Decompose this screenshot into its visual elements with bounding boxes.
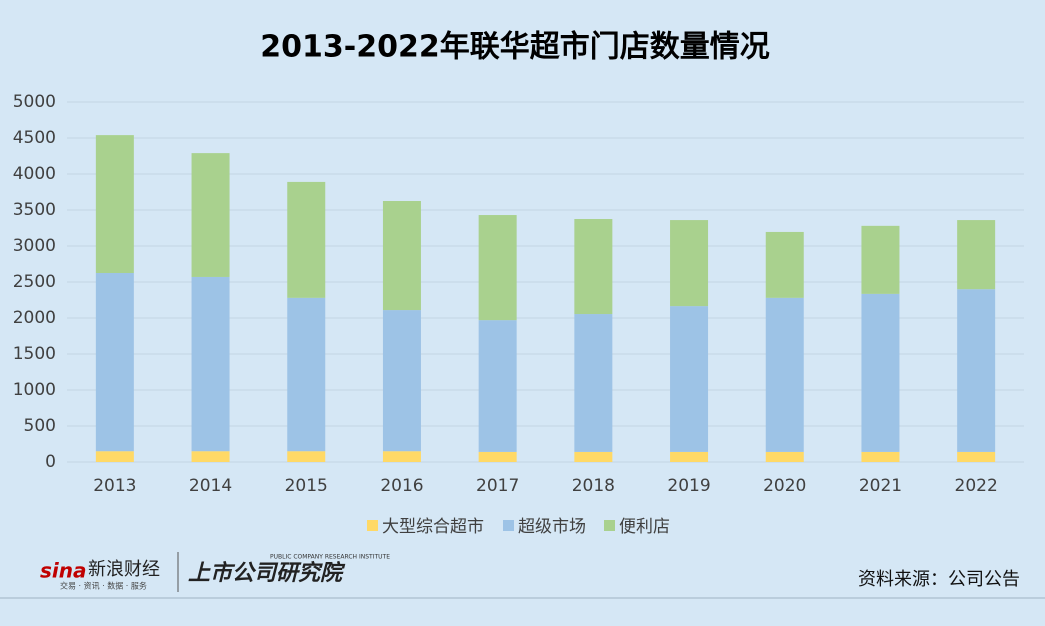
bar-segment (95, 135, 134, 273)
bar-segment (478, 451, 517, 462)
bar-segment (382, 201, 421, 311)
bar-segment (478, 320, 517, 452)
y-tick-label: 4500 (13, 128, 56, 148)
bar-segment (287, 451, 326, 462)
bar-segment (957, 220, 996, 290)
y-tick-label: 0 (45, 452, 56, 472)
x-tick-label: 2015 (285, 476, 328, 496)
legend-swatch (367, 520, 378, 531)
legend-label: 超级市场 (518, 517, 586, 537)
x-tick-label: 2019 (667, 476, 710, 496)
legend-swatch (503, 520, 514, 531)
y-tick-label: 2500 (13, 272, 56, 292)
y-tick-label: 2000 (13, 308, 56, 328)
bar-segment (861, 451, 900, 462)
y-tick-label: 1500 (13, 344, 56, 364)
bar-segment (191, 451, 230, 462)
bar-segment (287, 181, 326, 298)
bar-segment (957, 451, 996, 462)
y-tick-label: 500 (24, 416, 56, 436)
bar-segment (574, 451, 613, 462)
bar-segment (95, 451, 134, 462)
chart-title: 2013-2022年联华超市门店数量情况 (260, 30, 769, 65)
y-tick-label: 3000 (13, 236, 56, 256)
logo-tagline: 交易 · 资讯 · 数据 · 服务 (60, 581, 147, 591)
bar-segment (191, 276, 230, 452)
bar-segment (95, 273, 134, 452)
bar-segment (478, 215, 517, 321)
x-tick-label: 2017 (476, 476, 519, 496)
source: 资料来源：公司公告 (858, 569, 1020, 590)
bar-segment (670, 220, 709, 307)
bar-segment (861, 225, 900, 294)
legend-label: 便利店 (619, 517, 670, 537)
y-tick-label: 1000 (13, 380, 56, 400)
bar-segment (670, 451, 709, 462)
x-tick-label: 2013 (93, 476, 136, 496)
x-tick-label: 2022 (955, 476, 998, 496)
bar-segment (765, 297, 804, 452)
bar-segment (382, 451, 421, 462)
x-tick-label: 2020 (763, 476, 806, 496)
bar-segment (287, 297, 326, 452)
bar-segment (670, 306, 709, 452)
x-tick-label: 2018 (572, 476, 615, 496)
logo-sina: sina (40, 559, 87, 583)
y-tick-label: 3500 (13, 200, 56, 220)
bar-segment (957, 289, 996, 452)
bar-segment (861, 293, 900, 452)
x-tick-label: 2016 (380, 476, 423, 496)
y-tick-label: 5000 (13, 92, 56, 112)
institute-en: PUBLIC COMPANY RESEARCH INSTITUTE (270, 554, 390, 561)
logo-name: 新浪财经 (88, 559, 160, 580)
x-tick-label: 2021 (859, 476, 902, 496)
bar-segment (191, 153, 230, 277)
legend-label: 大型综合超市 (382, 517, 484, 537)
x-tick-label: 2014 (189, 476, 232, 496)
bar-segment (765, 231, 804, 298)
bar-segment (574, 314, 613, 452)
bar-segment (574, 219, 613, 315)
bar-segment (382, 310, 421, 452)
legend-swatch (604, 520, 615, 531)
y-tick-label: 4000 (13, 164, 56, 184)
bar-segment (765, 451, 804, 462)
institute: 上市公司研究院 (188, 560, 346, 586)
